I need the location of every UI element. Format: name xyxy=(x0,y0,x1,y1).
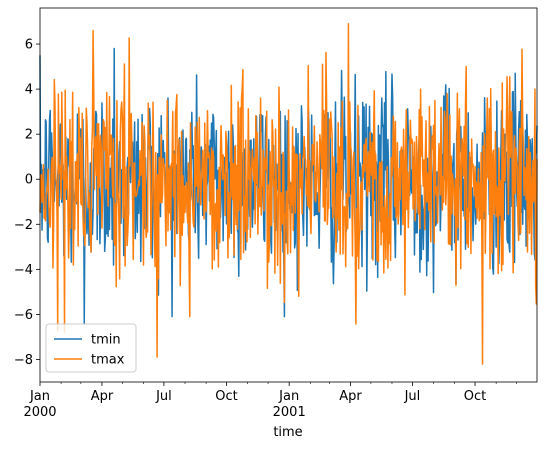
x-tick-label: Apr xyxy=(339,389,362,404)
x-tick-label: Jul xyxy=(155,389,172,404)
x-tick-label: Apr xyxy=(91,389,114,404)
series-line-tmax xyxy=(39,23,538,365)
x-tick-year-label: 2000 xyxy=(23,405,56,420)
legend: tmin tmax xyxy=(45,323,137,373)
legend-label-tmin: tmin xyxy=(91,333,121,348)
series-layer xyxy=(39,23,538,365)
legend-label-tmax: tmax xyxy=(91,353,125,368)
x-tick-label: Oct xyxy=(215,389,237,404)
y-tick-label: −2 xyxy=(14,218,33,233)
x-tick-label: Jul xyxy=(404,389,421,404)
x-tick-label: Jan xyxy=(278,389,299,404)
y-tick-label: 6 xyxy=(25,38,33,53)
x-tick-label: Oct xyxy=(464,389,486,404)
y-tick-label: 2 xyxy=(25,128,33,143)
y-axis: −8 −6 −4 −2 0 2 4 6 xyxy=(14,38,40,368)
y-tick-label: 4 xyxy=(25,83,33,98)
x-axis-label: time xyxy=(273,425,302,440)
legend-box xyxy=(45,323,137,373)
x-tick-year-label: 2001 xyxy=(273,405,306,420)
x-tick-label: Jan xyxy=(29,389,50,404)
y-tick-label: −4 xyxy=(14,263,33,278)
plot-frame xyxy=(39,7,538,383)
y-tick-label: −8 xyxy=(14,353,33,368)
y-tick-label: 0 xyxy=(25,173,33,188)
y-tick-label: −6 xyxy=(14,308,33,323)
